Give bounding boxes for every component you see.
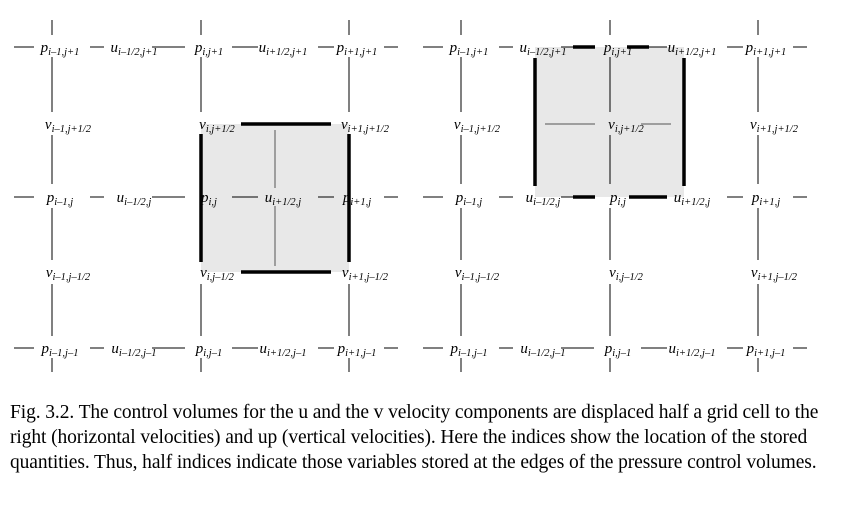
grid-label: ui–1/2,j–1 — [111, 341, 156, 359]
grid-label: pi,j–1 — [604, 341, 631, 359]
grid-label: ui+1/2,j–1 — [260, 341, 307, 359]
u-control-volume-diagram: pi–1,j+1 pi,j+1 pi+1,j+1 ui–1/2,j+1 ui+1/2,j… — [14, 20, 398, 372]
grid-label: ui–1/2,j–1 — [520, 341, 565, 359]
grid-label: pi+1,j–1 — [337, 341, 377, 359]
grid-label: pi,j+1 — [194, 40, 223, 58]
grid-label: vi–1,j+1/2 — [454, 117, 501, 135]
grid-label: vi+1,j–1/2 — [342, 265, 389, 283]
grid-label: pi+1,j — [751, 190, 780, 208]
grid-label: pi+1,j+1 — [336, 40, 378, 58]
grid-label: ui–1/2,j — [526, 190, 561, 208]
grid-label: pi–1,j–1 — [450, 341, 488, 359]
grid-label: vi,j+1/2 — [608, 117, 644, 135]
grid-label: vi–1,j+1/2 — [45, 117, 92, 135]
grid-label: vi–1,j–1/2 — [455, 265, 500, 283]
grid-label: ui+1/2,j+1 — [668, 40, 717, 58]
v-control-volume-diagram: pi–1,j+1 pi,j+1 pi+1,j+1 ui–1/2,j+1 ui+1/2,j… — [423, 20, 807, 372]
grid-label: pi+1,j — [342, 190, 371, 208]
grid-label: pi–1,j — [455, 190, 483, 208]
grid-label: ui–1/2,j+1 — [520, 40, 567, 58]
grid-label: vi+1,j+1/2 — [341, 117, 390, 135]
grid-label: ui–1/2,j — [117, 190, 152, 208]
grid-label: vi,j–1/2 — [200, 265, 235, 283]
grid-label: vi,j–1/2 — [609, 265, 644, 283]
grid-label: vi–1,j–1/2 — [46, 265, 91, 283]
grid-label: pi,j+1 — [603, 40, 632, 58]
grid-label: ui+1/2,j–1 — [669, 341, 716, 359]
grid-label: pi,j — [609, 190, 626, 208]
caption-fig-label: Fig. 3.2. — [10, 402, 75, 423]
grid-label: ui+1/2,j — [674, 190, 711, 208]
grid-label: pi+1,j–1 — [746, 341, 786, 359]
grid-label: pi–1,j+1 — [40, 40, 80, 58]
grid-label: vi+1,j–1/2 — [751, 265, 798, 283]
grid-label: pi–1,j — [46, 190, 74, 208]
grid-label: ui+1/2,j+1 — [259, 40, 308, 58]
staggered-grid-figure: pi–1,j+1 pi,j+1 pi+1,j+1 ui–1/2,j+1 ui+1/2,j… — [14, 20, 807, 372]
grid-label: vi,j+1/2 — [199, 117, 235, 135]
grid-label: pi–1,j+1 — [449, 40, 489, 58]
grid-label: ui+1/2,j — [265, 190, 302, 208]
grid-label: pi–1,j–1 — [41, 341, 79, 359]
grid-label: pi,j–1 — [195, 341, 222, 359]
grid-label: ui–1/2,j+1 — [111, 40, 158, 58]
grid-label: vi+1,j+1/2 — [750, 117, 799, 135]
grid-label: pi,j — [200, 190, 217, 208]
caption-text: The control volumes for the u and the v … — [10, 402, 819, 473]
figure-caption: Fig. 3.2. The control volumes for the u … — [10, 400, 846, 475]
grid-label: pi+1,j+1 — [745, 40, 787, 58]
